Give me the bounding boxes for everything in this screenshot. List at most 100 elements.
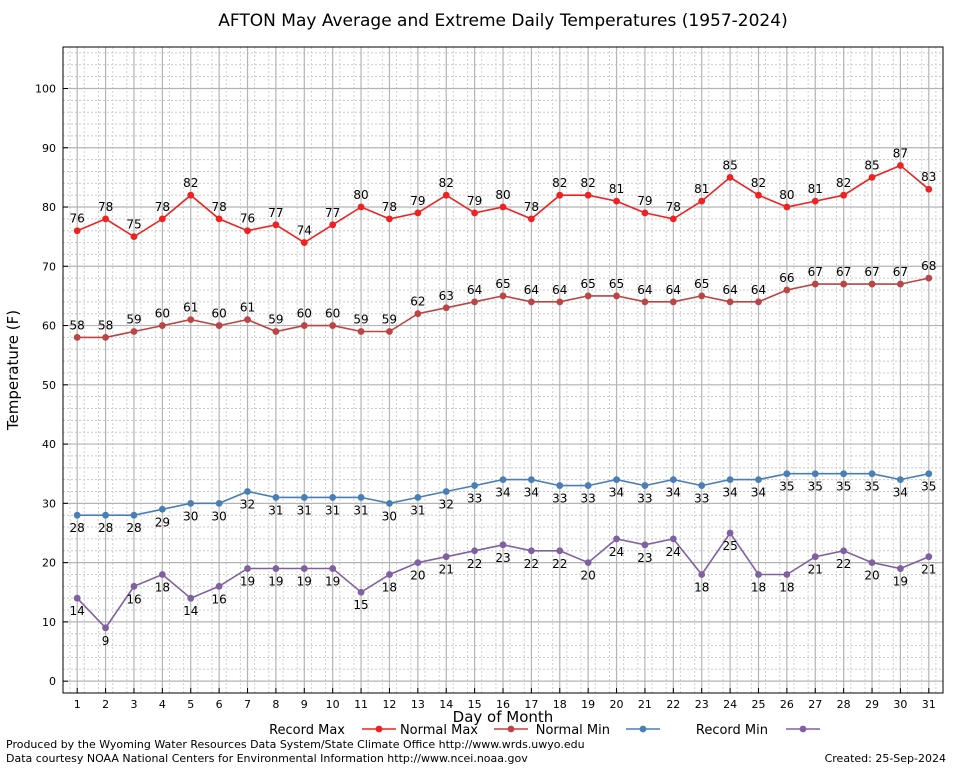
normal-min-point: [471, 482, 479, 489]
record-max-point: [783, 203, 791, 211]
x-tick-label: 2: [102, 698, 109, 711]
x-tick-label: 8: [272, 698, 279, 711]
legend-marker-normal-max: [507, 725, 515, 733]
record-max-data-label: 75: [126, 218, 141, 232]
normal-max-point: [783, 286, 791, 294]
normal-max-point: [386, 328, 393, 335]
record-max-point: [357, 203, 365, 211]
record-max-point: [669, 215, 677, 223]
y-tick-label: 80: [42, 201, 56, 214]
record-min-point: [300, 565, 308, 572]
normal-min-point: [386, 499, 393, 507]
normal-max-data-label: 67: [808, 265, 823, 279]
normal-min-data-label: 31: [325, 503, 340, 517]
normal-max-point: [187, 316, 195, 324]
normal-min-data-label: 34: [609, 486, 624, 500]
normal-min-point: [669, 476, 677, 484]
y-tick-label: 70: [42, 260, 56, 273]
data-labels: 76 78 75 78 82 78 76 77 74 77 80 78 79 82 79 80 78 82 82 81…: [70, 147, 937, 648]
normal-min-data-label: 34: [893, 486, 908, 500]
y-axis-label: Temperature (F): [4, 310, 22, 431]
y-tick-label: 20: [42, 557, 56, 570]
record-min-point: [840, 547, 848, 555]
normal-min-data-label: 30: [382, 509, 397, 523]
normal-min-data-label: 35: [779, 480, 794, 494]
normal-max-point: [244, 316, 251, 324]
record-min-point: [471, 547, 479, 555]
record-max-data-label: 85: [722, 158, 737, 172]
normal-max-point: [897, 280, 904, 288]
record-max-point: [386, 215, 393, 223]
y-tick-label: 10: [42, 616, 56, 629]
normal-min-point: [783, 470, 791, 478]
record-min-point: [73, 594, 81, 602]
record-min-data-label: 18: [779, 580, 794, 594]
record-min-point: [272, 565, 280, 572]
normal-max-data-label: 65: [609, 277, 624, 291]
normal-max-point: [698, 292, 706, 300]
record-max-data-label: 85: [864, 158, 879, 172]
x-tick-label: 9: [301, 698, 308, 711]
normal-min-data-label: 34: [666, 486, 681, 500]
record-max-point: [527, 215, 535, 223]
normal-max-data-label: 68: [921, 259, 936, 273]
record-min-data-label: 19: [893, 575, 908, 589]
y-tick-label: 40: [42, 438, 56, 451]
normal-max-point: [613, 292, 620, 300]
normal-max-data-label: 61: [240, 301, 255, 315]
x-tick-label: 24: [723, 698, 737, 711]
x-tick-label: 13: [411, 698, 425, 711]
record-max-data-label: 77: [268, 206, 283, 220]
x-tick-label: 16: [496, 698, 510, 711]
record-max-data-label: 76: [240, 212, 255, 226]
record-max-data-label: 78: [666, 200, 681, 214]
normal-max-point: [499, 292, 507, 300]
normal-min-data-label: 30: [211, 509, 226, 523]
record-min-data-label: 21: [921, 563, 936, 577]
normal-max-point: [329, 322, 337, 329]
record-max-point: [726, 173, 734, 181]
record-max-data-label: 82: [439, 176, 454, 190]
x-tick-label: 10: [326, 698, 340, 711]
record-min-point: [783, 571, 791, 578]
record-max-data-label: 79: [637, 194, 652, 208]
record-min-point: [641, 541, 649, 549]
record-max-point: [73, 227, 81, 235]
normal-min-point: [73, 511, 81, 519]
legend-marker-record-min: [799, 725, 807, 733]
normal-min-point: [357, 494, 365, 501]
y-tick-label: 90: [42, 142, 56, 155]
record-min-data-label: 18: [155, 580, 170, 594]
record-max-point: [641, 209, 649, 217]
normal-min-data-label: 35: [808, 480, 823, 494]
x-tick-label: 4: [159, 698, 166, 711]
record-max-point: [102, 215, 109, 223]
normal-max-point: [471, 298, 479, 306]
normal-min-data-label: 28: [70, 521, 85, 535]
x-tick-label: 3: [130, 698, 137, 711]
record-min-point: [386, 571, 393, 578]
normal-min-point: [527, 476, 535, 484]
normal-max-point: [527, 298, 535, 306]
record-min-data-label: 19: [268, 575, 283, 589]
normal-min-data-label: 34: [722, 486, 737, 500]
record-max-data-label: 87: [893, 147, 908, 161]
record-min-data-label: 22: [836, 557, 851, 571]
record-max-point: [868, 173, 876, 181]
record-max-point: [187, 191, 195, 199]
x-tick-label: 23: [695, 698, 709, 711]
normal-max-point: [357, 328, 365, 335]
normal-min-data-label: 32: [240, 497, 255, 511]
normal-min-data-label: 28: [98, 521, 113, 535]
normal-max-data-label: 64: [637, 283, 652, 297]
normal-max-data-label: 64: [552, 283, 567, 297]
legend-label-normal-min: Normal Min: [536, 723, 610, 738]
x-tick-label: 31: [922, 698, 936, 711]
record-max-data-label: 81: [808, 182, 823, 196]
record-min-data-label: 23: [637, 551, 652, 565]
record-max-data-label: 79: [410, 194, 425, 208]
normal-min-point: [556, 482, 564, 489]
record-max-point: [755, 191, 762, 199]
record-max-point: [698, 197, 706, 205]
